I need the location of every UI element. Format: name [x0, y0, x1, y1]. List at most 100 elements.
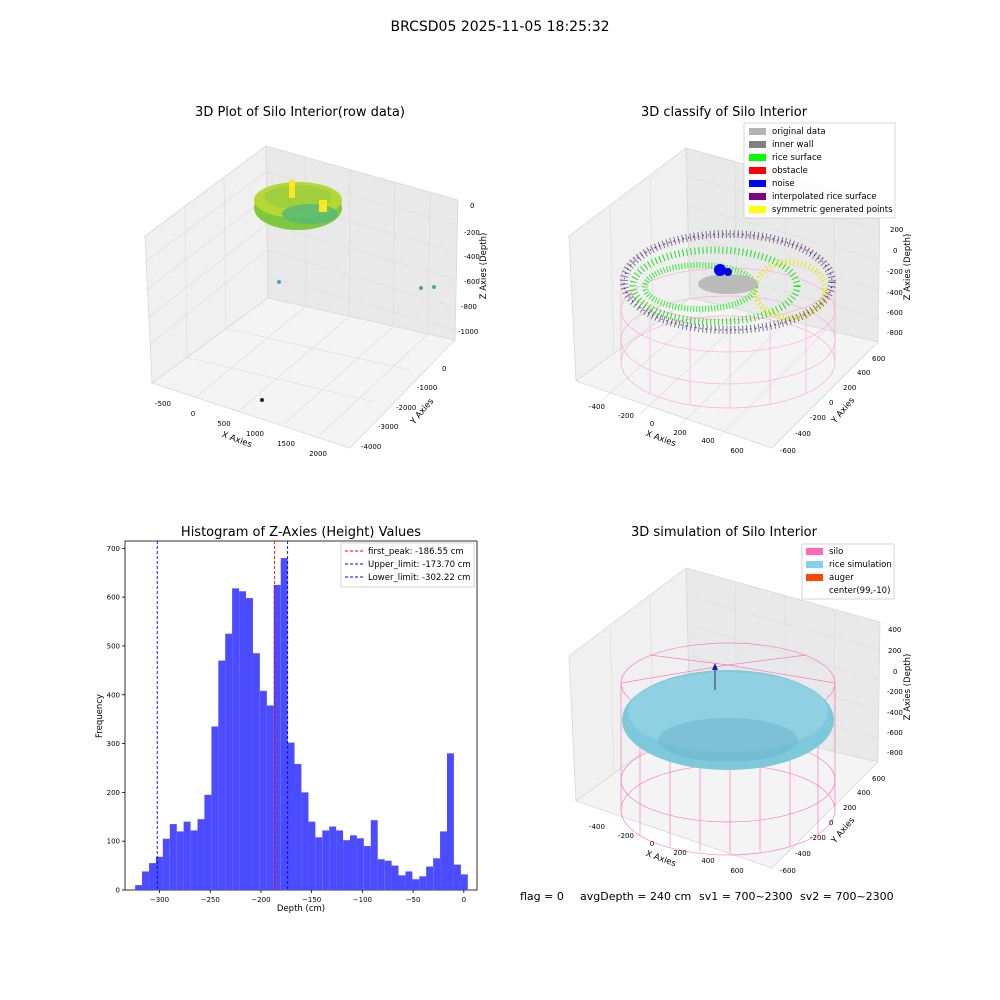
pane-floor [575, 297, 879, 449]
histogram-bar [349, 835, 357, 890]
x-tick: -200 [618, 832, 634, 840]
histogram-bar [155, 856, 163, 890]
histogram-bar [149, 863, 156, 890]
panel-simulation-3d: 3D simulation of Silo Interior [568, 525, 913, 875]
sv2-text: sv2 = 700~2300 [800, 890, 894, 903]
z-tick: -200 [887, 268, 903, 276]
x-tick-label: −200 [251, 896, 270, 904]
pane-floor [151, 297, 456, 449]
legend-label: inner wall [772, 140, 813, 150]
histogram-bar [169, 824, 177, 890]
x-tick-label: −50 [406, 896, 421, 904]
histogram-bar [446, 753, 454, 890]
y-tick: -1000 [417, 384, 437, 392]
histogram-bar [204, 794, 212, 890]
histogram-bar [266, 705, 274, 890]
y-tick: -2000 [396, 404, 416, 412]
x-tick: 1500 [277, 440, 295, 448]
legend-label: silo [829, 547, 843, 557]
histogram-bar [301, 792, 309, 890]
legend-swatch [749, 180, 766, 187]
histogram-reference-lines [156, 541, 289, 890]
legend-frame [743, 122, 896, 219]
histogram-x-ticks: −300 −250 −200 −150 −100 −50 0 [150, 890, 466, 904]
histogram-bar [246, 598, 253, 890]
auger [712, 663, 718, 690]
y-tick: -200 [810, 834, 826, 842]
y-tick: 400 [857, 369, 870, 377]
y-tick-label: 400 [107, 691, 120, 699]
x-tick-label: −150 [302, 896, 321, 904]
histogram-bars [135, 558, 468, 890]
histogram-y-ticks: 0 100 200 300 400 500 600 700 [107, 545, 125, 895]
histogram-legend: first_peak: -186.55 cm Upper_limit: -173… [340, 542, 475, 588]
x-tick: 0 [650, 420, 654, 428]
histogram-bar [315, 837, 323, 890]
flag-text: flag = 0 [520, 890, 564, 903]
status-footer: flag = 0 avgDepth = 240 cm sv1 = 700~230… [520, 890, 894, 903]
z-tick: 0 [893, 668, 897, 676]
histogram-bar [252, 653, 260, 890]
legend-swatch [749, 206, 766, 213]
x-tick: 2000 [309, 450, 327, 458]
z-tick: -800 [887, 749, 903, 757]
histogram-bar [183, 821, 191, 890]
legend-label: obstacle [772, 166, 808, 176]
y-tick: -600 [780, 447, 796, 455]
y-tick: 0 [829, 399, 833, 407]
legend-label: Lower_limit: -302.22 cm [368, 573, 470, 583]
histogram-panel: Histogram of Z-Axies (Height) Values −30… [95, 525, 478, 914]
avg-depth-text: avgDepth = 240 cm [580, 890, 691, 903]
y-tick: 200 [843, 804, 856, 812]
legend-label: rice simulation [829, 560, 892, 570]
legend-swatch [749, 193, 766, 200]
histogram-bar [405, 871, 413, 890]
x-tick: 200 [673, 849, 686, 857]
legend-label: noise [772, 179, 795, 189]
z-tick: -800 [887, 329, 903, 337]
x-tick: 0 [191, 410, 195, 418]
panel-raw-3d-title: 3D Plot of Silo Interior(row data) [195, 105, 405, 120]
z-tick: 400 [888, 626, 901, 634]
y-tick-label: 100 [107, 838, 120, 846]
z-tick: -400 [464, 253, 480, 261]
histogram-bar [190, 830, 198, 890]
x-tick: -500 [155, 400, 171, 408]
x-tick-label: −250 [201, 896, 220, 904]
y-tick: -400 [795, 430, 811, 438]
y-tick: -200 [810, 414, 826, 422]
x-tick: 600 [730, 447, 743, 455]
x-tick: -200 [618, 412, 634, 420]
y-tick: -400 [795, 850, 811, 858]
histogram-bar [218, 660, 226, 890]
x-tick-label: −100 [353, 896, 372, 904]
x-tick: 600 [730, 867, 743, 875]
suptitle: BRCSD05 2025-11-05 18:25:32 [390, 19, 609, 35]
histogram-bar [453, 864, 461, 890]
histogram-bar [356, 838, 364, 890]
legend-swatch [749, 167, 766, 174]
z-axis-label: Z Axies (Depth) [903, 234, 913, 301]
legend-swatch [806, 548, 823, 555]
z-tick: -600 [464, 278, 480, 286]
histogram-bar [135, 885, 143, 890]
y-tick-label: 300 [107, 740, 120, 748]
x-tick: 0 [650, 840, 654, 848]
z-axis-label: Z Axies (Depth) [479, 233, 489, 300]
z-tick: 0 [893, 247, 897, 255]
z-tick: -200 [887, 688, 903, 696]
y-tick: -3000 [378, 423, 398, 431]
histogram-bar [287, 742, 295, 890]
histogram-bar [440, 831, 448, 890]
histogram-bar [308, 821, 316, 890]
legend-label: rice surface [772, 153, 822, 163]
rice-simulation-surface [622, 670, 834, 770]
legend: silo rice simulation auger center(99,-10… [801, 543, 895, 600]
histogram-bar [391, 865, 399, 890]
panel-raw-3d: 3D Plot of Silo Interior(row data) [144, 105, 489, 458]
y-tick: 600 [872, 775, 885, 783]
histogram-bar [370, 820, 378, 890]
classified-points [620, 230, 836, 334]
histogram-bar [142, 871, 149, 890]
